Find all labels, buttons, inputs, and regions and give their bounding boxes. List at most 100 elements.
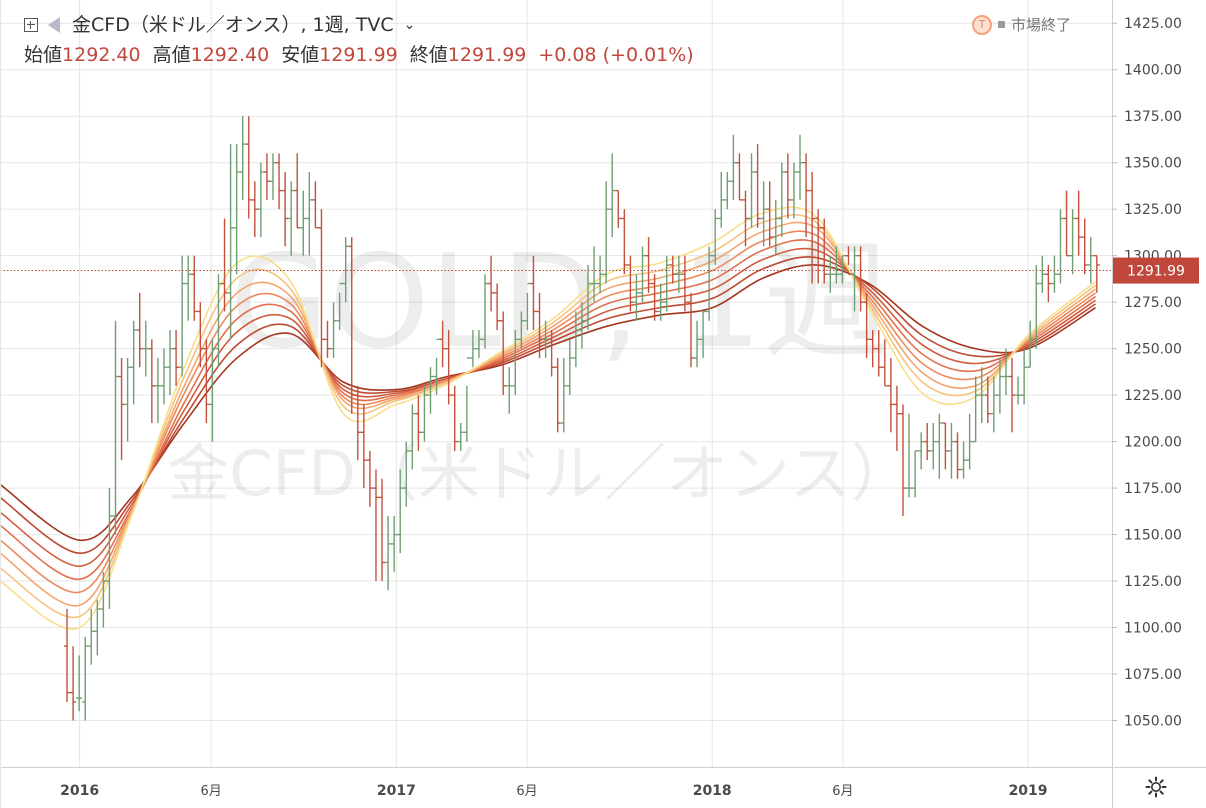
last-price-tag-box	[1113, 257, 1199, 284]
ohlc-bar	[918, 432, 925, 470]
y-tick-label: 1050.00	[1124, 714, 1182, 730]
y-tick-label: 1250.00	[1124, 342, 1182, 358]
ohlc-bar	[475, 330, 482, 358]
ohlc-bar	[857, 246, 864, 312]
ohlc-bar	[972, 376, 979, 443]
ohlc-bar	[748, 153, 755, 228]
symbol-row: 金CFD（米ドル／オンス）, 1週, TVC ⌄	[24, 10, 706, 40]
ohlc-bar	[730, 134, 737, 200]
ohlc-bar	[1015, 376, 1022, 405]
ohlc-bar	[984, 376, 991, 424]
ohlc-bar	[482, 274, 489, 349]
ohlc-bar	[379, 478, 386, 582]
x-tick-label: 6月	[516, 784, 537, 799]
ohlc-bar	[251, 181, 258, 238]
ohlc-bar	[633, 274, 640, 321]
ohlc-bar	[1057, 209, 1064, 284]
low-label: 安値	[281, 44, 320, 66]
ma-ribbon-line	[0, 256, 1096, 554]
x-tick-label: 2018	[693, 783, 732, 799]
ohlc-bar	[906, 413, 913, 498]
flag-icon[interactable]	[48, 17, 60, 33]
gear-icon[interactable]	[1144, 775, 1168, 799]
ohlc-bar	[385, 515, 392, 591]
ohlc-bar	[712, 209, 719, 265]
ohlc-bar	[245, 116, 252, 219]
ohlc-bar	[645, 237, 652, 293]
ohlc-bar	[276, 153, 283, 210]
ohlc-bar	[1093, 254, 1100, 293]
ohlc-bar	[694, 320, 701, 368]
ohlc-bar	[839, 254, 846, 284]
ohlc-bar	[591, 246, 598, 303]
y-tick-label: 1175.00	[1124, 481, 1182, 497]
ohlc-bar	[990, 376, 997, 433]
plus-square-icon[interactable]	[24, 18, 38, 32]
ohlc-bar	[1002, 348, 1009, 396]
symbol-name: 金CFD（米ドル／オンス）	[72, 14, 301, 36]
ohlc-bar	[203, 339, 210, 424]
ma-ribbon-line	[0, 221, 1097, 607]
ohlc-bar	[578, 302, 585, 349]
x-tick-label: 2017	[377, 783, 416, 799]
ohlc-bar	[312, 181, 319, 229]
ohlc-bar	[300, 190, 307, 256]
ohlc-bar	[1069, 209, 1076, 275]
ohlc-bar	[845, 246, 852, 275]
ohlc-bar	[342, 237, 349, 303]
change-value: +0.08	[538, 44, 597, 66]
ohlc-bar	[912, 450, 919, 498]
ma-ribbon	[0, 206, 1097, 630]
ohlc-bar	[94, 599, 101, 656]
ohlc-bar	[675, 255, 682, 293]
ohlc-bar	[1045, 264, 1052, 303]
close-label: 終値	[409, 44, 448, 66]
ohlc-bar	[754, 144, 761, 228]
ohlc-bar	[772, 199, 779, 256]
ohlc-bar	[881, 339, 888, 387]
ohlc-bar	[324, 320, 331, 358]
ohlc-bar	[403, 441, 410, 507]
y-tick-label: 1150.00	[1124, 528, 1182, 544]
ma-ribbon-line	[0, 230, 1097, 594]
ohlc-bar	[282, 171, 289, 247]
ohlc-bar	[64, 608, 71, 702]
chevron-down-icon[interactable]: ⌄	[403, 17, 416, 33]
market-status: T 市場終了	[972, 14, 1071, 35]
ohlc-bar	[518, 311, 525, 349]
symbol-title[interactable]: 金CFD（米ドル／オンス）, 1週, TVC	[72, 10, 394, 40]
ohlc-bar	[778, 162, 785, 238]
ohlc-bar	[809, 171, 816, 284]
ohlc-bar	[191, 255, 198, 321]
ohlc-bars	[64, 116, 1100, 721]
change-percent: (+0.01%)	[602, 44, 694, 66]
trading-badge-icon[interactable]: T	[972, 14, 992, 35]
ohlc-bar	[409, 404, 416, 470]
x-tick-label: 2019	[1009, 783, 1048, 799]
ohlc-bar	[536, 292, 543, 358]
y-tick-label: 1200.00	[1124, 435, 1182, 451]
ohlc-bar	[366, 450, 373, 507]
ohlc-bar	[118, 357, 125, 461]
open-value: 1292.40	[62, 44, 141, 66]
ohlc-bar	[372, 469, 379, 582]
ohlc-bar	[257, 162, 264, 238]
ohlc-bar	[621, 209, 628, 275]
time-axis[interactable]: 2016 6月 2017 6月 2018 6月 2019	[60, 783, 1047, 799]
ohlc-bar	[760, 181, 767, 247]
ohlc-bar	[566, 339, 573, 396]
y-tick-label: 1350.00	[1124, 156, 1182, 172]
ohlc-bar	[1033, 264, 1040, 349]
ohlc-bar	[397, 469, 404, 554]
ohlc-bar	[348, 237, 355, 414]
ma-ribbon-line	[0, 239, 1097, 581]
x-tick-label: 6月	[832, 784, 853, 799]
x-tick-label: 6月	[201, 784, 222, 799]
ohlc-bar	[354, 385, 361, 461]
symbol-separator: ,	[300, 14, 307, 36]
ohlc-bar	[766, 181, 773, 247]
ohlc-bar	[530, 255, 537, 331]
ohlc-bar	[306, 171, 313, 256]
ohlc-bar	[996, 357, 1003, 414]
